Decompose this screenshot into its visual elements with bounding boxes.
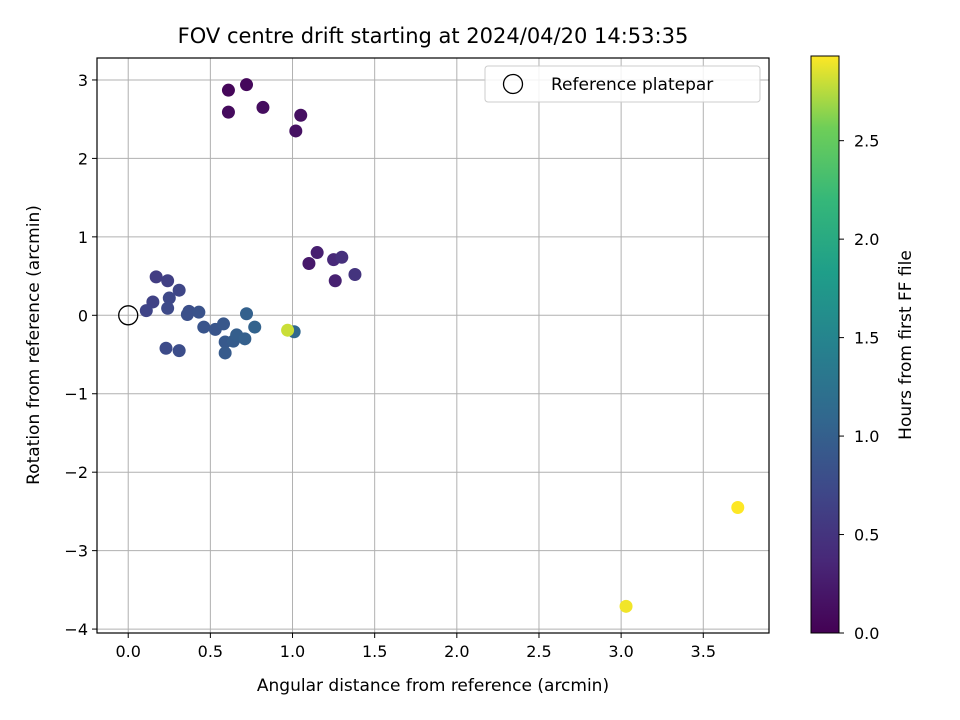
data-point: [139, 304, 153, 318]
data-point: [281, 323, 295, 337]
data-points: [139, 78, 745, 613]
plot-frame: [96, 57, 770, 634]
data-point: [328, 274, 342, 288]
y-tick-label: 3: [78, 71, 88, 90]
data-point: [159, 341, 173, 355]
data-point: [310, 246, 324, 260]
x-axis-title: Angular distance from reference (arcmin): [257, 676, 609, 696]
x-tick-label: 2.0: [444, 642, 469, 661]
data-point: [218, 346, 232, 360]
colorbar-title: Hours from first FF file: [896, 250, 916, 440]
colorbar-tick-label: 0.5: [854, 526, 879, 545]
data-point: [619, 599, 633, 613]
colorbar-tick-label: 2.5: [854, 132, 879, 151]
colorbar-tick-label: 0.0: [854, 624, 879, 643]
grid: [97, 58, 769, 633]
y-tick-label: −4: [64, 620, 88, 639]
data-point: [302, 257, 316, 271]
y-tick-label: −1: [64, 385, 88, 404]
x-tick-label: 2.5: [526, 642, 551, 661]
y-tick-label: −2: [64, 463, 88, 482]
data-point: [172, 344, 186, 358]
data-point: [161, 301, 175, 315]
legend: Reference platepar: [484, 65, 761, 103]
reference-platepar-point: [118, 305, 139, 326]
reference-marker: [118, 305, 139, 326]
x-axis-ticks: 0.0 0.5 1.0 1.5 2.0 2.5 3.0 3.5: [115, 633, 716, 661]
data-point: [289, 124, 303, 138]
x-tick-label: 0.5: [198, 642, 223, 661]
data-point: [149, 270, 163, 284]
data-point: [256, 100, 270, 114]
data-point: [162, 291, 176, 305]
data-point: [217, 317, 231, 331]
colorbar-gradient: [810, 55, 840, 634]
data-point: [248, 320, 262, 334]
legend-label-reference: Reference platepar: [551, 75, 713, 95]
data-point: [221, 83, 235, 97]
y-tick-label: 0: [78, 306, 88, 325]
colorbar-tick-label: 1.5: [854, 329, 879, 348]
y-axis-ticks: −4 −3 −2 −1 0 1 2 3: [64, 71, 97, 639]
y-tick-label: −3: [64, 542, 88, 561]
data-point: [240, 307, 254, 321]
data-point: [731, 500, 745, 514]
data-point: [221, 105, 235, 119]
data-point: [240, 78, 254, 92]
data-point: [161, 274, 175, 288]
x-tick-label: 3.5: [691, 642, 716, 661]
data-point: [192, 305, 206, 319]
data-point: [197, 320, 211, 334]
x-tick-label: 1.0: [280, 642, 305, 661]
legend-marker-reference: [502, 73, 524, 95]
x-tick-label: 1.5: [362, 642, 387, 661]
colorbar-ticks: 0.0 0.5 1.0 1.5 2.0 2.5: [839, 132, 879, 643]
colorbar: 0.0 0.5 1.0 1.5 2.0 2.5 Hours from first FF f…: [810, 55, 916, 643]
y-tick-label: 2: [78, 149, 88, 168]
data-point: [294, 108, 308, 122]
colorbar-tick-label: 2.0: [854, 230, 879, 249]
chart-title: FOV centre drift starting at 2024/04/20 …: [178, 24, 689, 48]
y-axis-title: Rotation from reference (arcmin): [24, 205, 44, 485]
data-point: [180, 308, 194, 322]
legend-box: [484, 65, 761, 103]
x-tick-label: 0.0: [115, 642, 140, 661]
data-point: [348, 268, 362, 282]
y-tick-label: 1: [78, 228, 88, 247]
data-point: [172, 283, 186, 297]
data-point: [238, 332, 252, 346]
data-point: [335, 250, 349, 264]
x-tick-label: 3.0: [608, 642, 633, 661]
colorbar-tick-label: 1.0: [854, 427, 879, 446]
